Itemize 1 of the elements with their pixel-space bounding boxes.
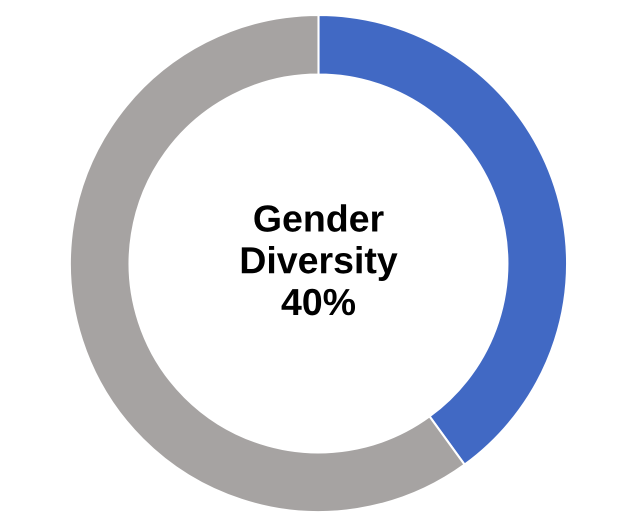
text: Gender Diversity 40% xyxy=(242,204,398,316)
